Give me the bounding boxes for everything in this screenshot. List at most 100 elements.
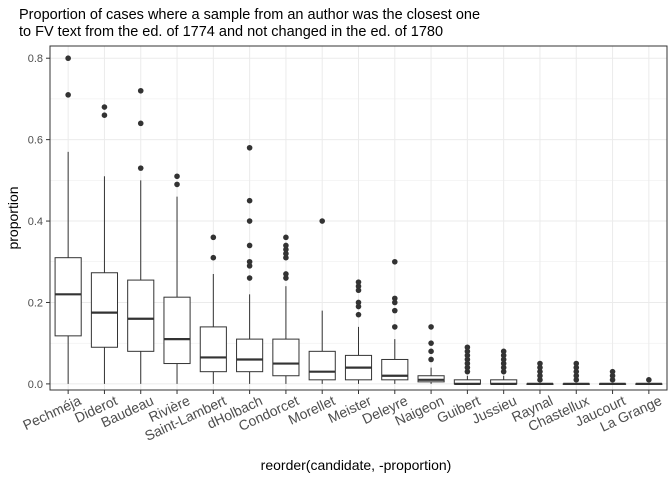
outlier-point bbox=[319, 218, 326, 224]
outlier-point bbox=[283, 271, 289, 277]
outlier-point bbox=[573, 364, 580, 371]
plot-panel-border bbox=[49, 45, 668, 391]
box-group bbox=[635, 377, 663, 385]
outlier-point bbox=[500, 352, 507, 359]
outlier-point bbox=[355, 299, 362, 306]
outlier-point bbox=[283, 250, 289, 257]
y-tick-label: 0.2 bbox=[28, 297, 43, 309]
outlier-point bbox=[174, 173, 180, 180]
y-axis-title: proportion bbox=[5, 186, 21, 249]
outlier-point bbox=[537, 360, 543, 367]
outlier-point bbox=[283, 275, 289, 281]
box-group bbox=[272, 234, 300, 384]
outlier-point bbox=[464, 360, 471, 367]
outlier-point bbox=[391, 324, 398, 330]
chart-title-line-2: to FV text from the ed. of 1774 and not … bbox=[19, 24, 443, 40]
outlier-point bbox=[137, 120, 144, 127]
outlier-point bbox=[573, 372, 580, 379]
box-group bbox=[526, 360, 554, 385]
outlier-point bbox=[65, 55, 71, 62]
box-iqr bbox=[54, 257, 82, 337]
outlier-point bbox=[500, 348, 507, 355]
outlier-point bbox=[355, 287, 362, 294]
outlier-point bbox=[355, 283, 362, 289]
outlier-point bbox=[246, 275, 253, 281]
outlier-point bbox=[355, 311, 362, 318]
box-iqr bbox=[272, 338, 300, 377]
box-group bbox=[308, 218, 336, 384]
outlier-point bbox=[246, 263, 253, 269]
outlier-point bbox=[537, 372, 543, 379]
x-axis-title: reorder(candidate, -proportion) bbox=[261, 457, 452, 473]
outlier-point bbox=[500, 368, 507, 375]
outlier-point bbox=[101, 112, 108, 119]
outlier-point bbox=[283, 234, 289, 241]
outlier-point bbox=[391, 295, 398, 302]
y-tick-label: 0.8 bbox=[28, 53, 43, 65]
outlier-point bbox=[537, 364, 543, 371]
box-group bbox=[453, 344, 481, 385]
outlier-point bbox=[573, 368, 580, 375]
y-tick-label: 0.4 bbox=[28, 216, 43, 228]
outlier-point bbox=[646, 377, 652, 383]
outlier-point bbox=[464, 348, 471, 355]
outlier-point bbox=[464, 352, 471, 359]
outlier-point bbox=[464, 364, 471, 371]
box-group bbox=[381, 258, 409, 384]
outlier-point bbox=[174, 181, 180, 188]
outlier-point bbox=[609, 368, 616, 375]
box-iqr bbox=[163, 296, 191, 365]
outlier-point bbox=[283, 246, 289, 253]
box-group bbox=[127, 87, 155, 384]
box-iqr bbox=[127, 279, 155, 352]
outlier-point bbox=[500, 356, 507, 363]
outlier-point bbox=[210, 254, 217, 261]
box-group bbox=[562, 360, 590, 385]
outlier-point bbox=[428, 340, 434, 346]
outlier-point bbox=[283, 254, 289, 261]
outlier-point bbox=[355, 303, 362, 310]
outlier-point bbox=[283, 242, 289, 249]
outlier-point bbox=[391, 258, 398, 265]
box-group bbox=[236, 144, 264, 384]
outlier-point bbox=[391, 307, 398, 314]
box-group bbox=[90, 104, 119, 384]
y-tick-label: 0.0 bbox=[28, 379, 43, 391]
outlier-point bbox=[391, 299, 398, 306]
y-tick-label: 0.6 bbox=[28, 135, 43, 147]
box-iqr bbox=[308, 350, 336, 381]
outlier-point bbox=[609, 377, 616, 383]
box-group bbox=[598, 368, 627, 385]
box-layer bbox=[54, 55, 663, 385]
outlier-point bbox=[537, 377, 543, 383]
box-group bbox=[344, 279, 373, 384]
box-group bbox=[199, 234, 227, 384]
outlier-point bbox=[500, 364, 507, 371]
outlier-point bbox=[500, 360, 507, 367]
outlier-point bbox=[210, 234, 217, 241]
y-axis-ticks: 0.0 0.2 0.4 0.6 0.8 bbox=[28, 53, 50, 391]
outlier-point bbox=[355, 279, 362, 285]
box-group bbox=[163, 173, 191, 384]
outlier-point bbox=[137, 165, 144, 171]
outlier-point bbox=[246, 218, 253, 224]
outlier-point bbox=[246, 144, 253, 151]
outlier-point bbox=[65, 92, 71, 98]
box-group bbox=[417, 324, 445, 384]
chart-title-line-1: Proportion of cases where a sample from … bbox=[19, 7, 480, 23]
outlier-point bbox=[573, 360, 580, 367]
outlier-point bbox=[428, 348, 434, 355]
outlier-point bbox=[428, 356, 434, 363]
outlier-point bbox=[246, 258, 253, 265]
box-iqr bbox=[199, 326, 227, 373]
outlier-point bbox=[537, 368, 543, 375]
outlier-point bbox=[464, 344, 471, 351]
outlier-point bbox=[246, 197, 253, 204]
outlier-point bbox=[573, 377, 580, 383]
outlier-point bbox=[464, 368, 471, 375]
outlier-point bbox=[428, 324, 434, 330]
box-group bbox=[54, 55, 82, 384]
outlier-point bbox=[609, 372, 616, 379]
outlier-point bbox=[464, 356, 471, 363]
